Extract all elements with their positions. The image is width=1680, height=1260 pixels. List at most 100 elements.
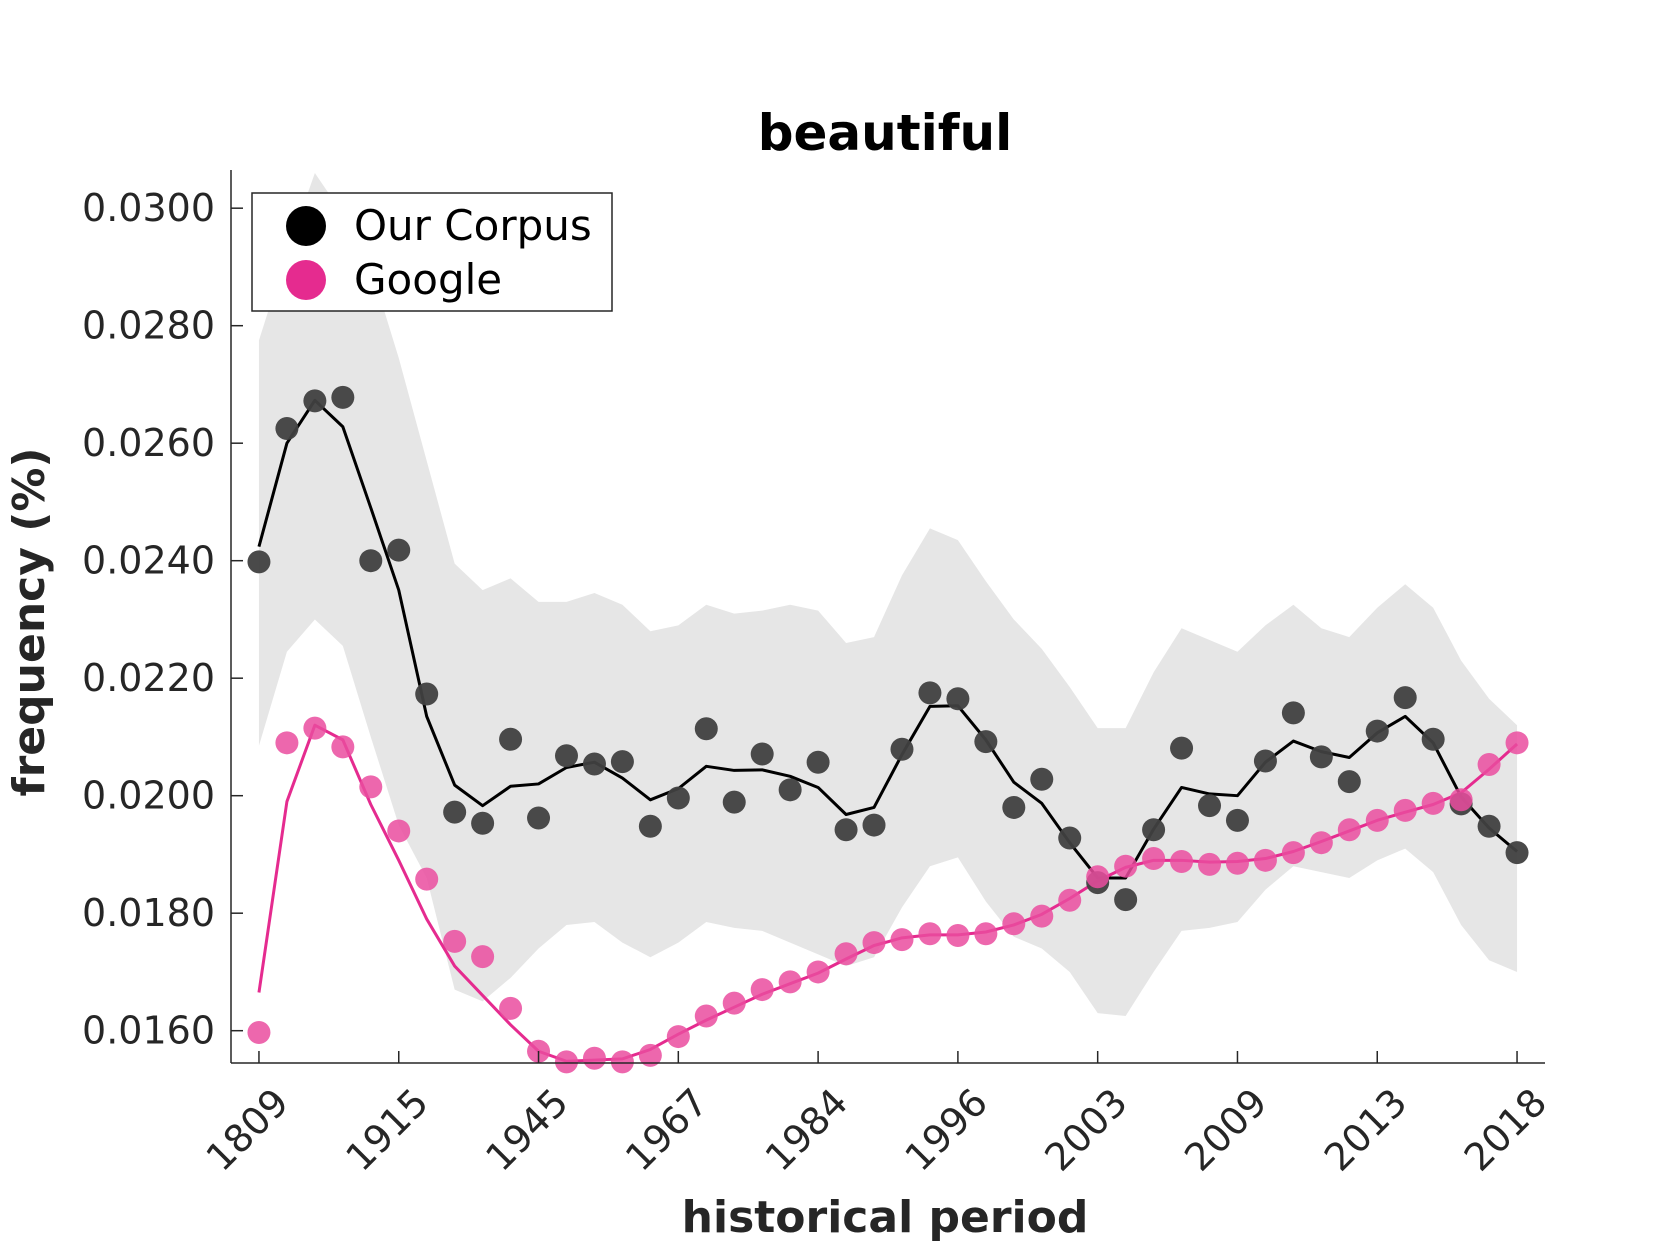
y-tick-label-5: 0.0260 [82,421,215,465]
x-axis-label: historical period [682,1192,1089,1243]
google-point-41 [1393,798,1417,822]
google-point-30 [1086,865,1110,889]
our-corpus-point-9 [499,727,523,751]
google-trend-line [257,723,1519,1063]
google-point-35 [1225,851,1249,875]
google-point-34 [1198,852,1222,876]
x-tick-label-6: 2003 [1036,1080,1136,1180]
our-corpus-point-14 [638,814,662,838]
google-point-2 [303,716,327,740]
y-tick-label-0: 0.0160 [82,1009,215,1053]
google-point-45 [1505,731,1529,755]
google-point-0 [247,1020,271,1044]
our-corpus-point-15 [666,786,690,810]
our-corpus-point-5 [387,538,411,562]
google-point-8 [471,945,495,969]
google-point-33 [1170,849,1194,873]
our-corpus-point-0 [247,550,271,574]
our-corpus-point-8 [471,811,495,835]
x-tick-label-0: 1809 [198,1080,298,1180]
our-corpus-point-31 [1114,888,1138,912]
our-corpus-point-29 [1058,826,1082,850]
google-point-9 [499,996,523,1020]
our-corpus-point-26 [974,730,998,754]
y-tick-label-3: 0.0220 [82,656,215,700]
y-axis-label: frequency (%) [4,447,55,796]
google-point-5 [387,819,411,843]
google-point-32 [1142,847,1166,871]
google-point-16 [694,1004,718,1028]
google-point-4 [359,775,383,799]
our-corpus-point-22 [862,813,886,837]
our-corpus-point-10 [527,806,551,830]
google-point-19 [778,970,802,994]
our-corpus-point-19 [778,778,802,802]
our-corpus-point-1 [275,417,299,440]
y-tick-label-7: 0.0300 [82,186,215,230]
x-tick-label-2: 1945 [477,1080,577,1180]
our-corpus-point-40 [1365,719,1389,743]
google-point-29 [1058,888,1082,912]
google-point-12 [582,1046,606,1070]
our-corpus-point-41 [1393,686,1417,710]
our-corpus-point-39 [1337,770,1361,794]
legend-label-our-corpus: Our Corpus [354,201,592,250]
our-corpus-point-17 [722,790,746,814]
legend-marker-google [286,260,326,300]
x-tick-label-9: 2018 [1456,1080,1556,1180]
our-corpus-point-18 [750,742,774,766]
google-point-42 [1421,791,1445,815]
our-corpus-point-2 [303,389,327,413]
our-corpus-point-38 [1309,745,1333,769]
legend: Our Corpus Google [251,192,613,312]
our-corpus-trend-line [257,398,1519,880]
google-point-14 [638,1043,662,1067]
our-corpus-point-23 [890,737,914,761]
google-point-22 [862,931,886,955]
google-point-40 [1365,808,1389,832]
our-corpus-point-16 [694,717,718,741]
our-corpus-point-21 [834,818,858,842]
our-corpus-point-4 [359,549,383,573]
google-point-36 [1253,848,1277,872]
our-corpus-point-44 [1477,814,1501,838]
our-corpus-point-32 [1142,818,1166,842]
y-tick-label-4: 0.0240 [82,539,215,583]
google-point-7 [443,929,467,953]
our-corpus-point-20 [806,750,830,774]
our-corpus-point-36 [1253,749,1277,773]
our-corpus-point-37 [1281,701,1305,725]
google-point-20 [806,960,830,984]
google-point-37 [1281,841,1305,865]
google-point-13 [610,1050,634,1074]
google-point-28 [1030,904,1054,928]
our-corpus-point-25 [946,687,970,711]
our-corpus-point-13 [610,750,634,774]
google-point-11 [554,1050,578,1074]
our-corpus-point-35 [1225,808,1249,832]
our-corpus-point-12 [582,752,606,776]
our-corpus-point-28 [1030,767,1054,791]
data-point-layer [247,385,1529,1074]
google-point-23 [890,928,914,952]
google-point-39 [1337,818,1361,842]
legend-label-google: Google [354,255,502,304]
google-point-1 [275,731,299,755]
google-point-3 [331,735,355,759]
our-corpus-point-34 [1198,794,1222,818]
axes [230,170,1545,1064]
google-point-25 [946,924,970,948]
our-corpus-point-45 [1505,841,1529,865]
google-point-44 [1477,753,1501,777]
our-corpus-point-3 [331,385,355,409]
our-corpus-point-11 [554,744,578,768]
x-tick-label-3: 1967 [617,1080,717,1180]
google-point-24 [918,922,942,946]
google-point-17 [722,991,746,1015]
y-tick-label-1: 0.0180 [82,891,215,935]
y-tick-label-6: 0.0280 [82,304,215,348]
chart-title: beautiful [758,104,1013,162]
google-point-27 [1002,912,1026,936]
our-corpus-point-27 [1002,795,1026,819]
google-point-21 [834,942,858,966]
